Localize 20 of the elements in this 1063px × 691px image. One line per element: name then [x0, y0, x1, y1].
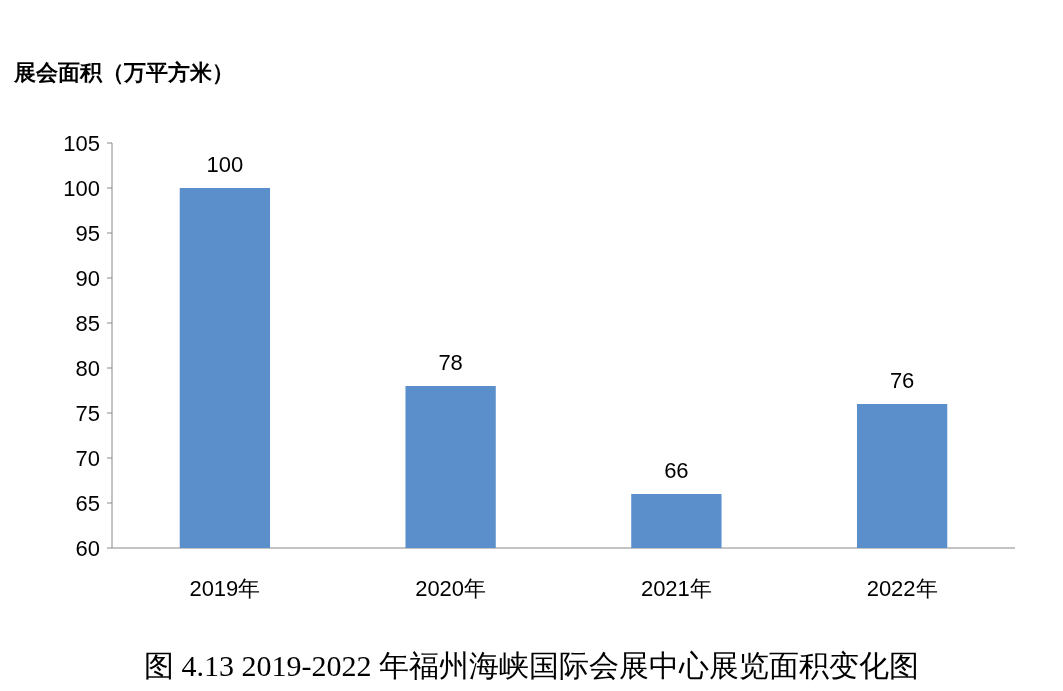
- y-axis-title: 展会面积（万平方米）: [13, 60, 234, 85]
- x-tick-label: 2021年: [640, 576, 712, 601]
- text: 图 4.13 2019-2022 年福州海峡国际会展中心展览面积变化图: [144, 649, 919, 682]
- x-tick-label: 2022年: [866, 576, 938, 601]
- x-tick-label: 2019年: [189, 576, 261, 601]
- data-label: 76: [889, 368, 915, 393]
- y-tick-label: 95: [75, 221, 100, 246]
- y-tick-label: 100: [63, 176, 100, 201]
- y-tick-label: 85: [75, 311, 100, 336]
- y-tick-label: 80: [75, 356, 100, 381]
- y-tick-label: 70: [75, 446, 100, 471]
- y-tick-label: 60: [75, 536, 100, 561]
- data-label: 66: [664, 458, 689, 483]
- y-tick-label: 65: [75, 491, 100, 516]
- data-label: 78: [438, 350, 463, 375]
- data-label: 100: [206, 152, 244, 177]
- x-tick-label: 2020年: [415, 576, 487, 601]
- y-tick-label: 105: [63, 131, 100, 156]
- y-tick-label: 90: [75, 266, 100, 291]
- y-tick-label: 75: [75, 401, 100, 426]
